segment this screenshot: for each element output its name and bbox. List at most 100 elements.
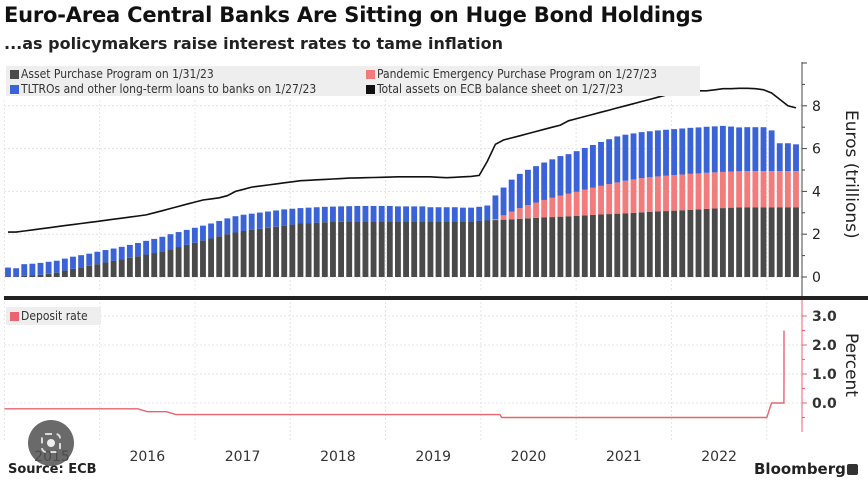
bar-tltro	[687, 127, 694, 174]
bar-tltro	[468, 207, 474, 222]
bar-tltro	[395, 206, 401, 222]
bar-pepp	[516, 208, 523, 219]
bar-app	[752, 207, 759, 277]
bar-app	[589, 214, 596, 277]
bar-tltro	[638, 132, 645, 179]
bar-pepp	[752, 171, 759, 208]
bar-app	[695, 209, 702, 277]
legend-label-deposit: Deposit rate	[21, 309, 88, 323]
bottom-legend	[6, 307, 101, 325]
bar-tltro	[573, 151, 580, 192]
bar-app	[70, 268, 76, 277]
bar-app	[37, 274, 44, 277]
bar-app	[768, 207, 775, 277]
bar-tltro	[386, 205, 393, 222]
bar-app	[118, 259, 125, 277]
bar-app	[598, 214, 604, 277]
bar-app	[638, 212, 645, 277]
bar-tltro	[460, 207, 466, 222]
x-tick-label: 2018	[320, 449, 356, 465]
bar-tltro	[78, 255, 85, 268]
bar-tltro	[313, 207, 320, 223]
bar-app	[102, 262, 109, 277]
bar-pepp	[638, 178, 645, 213]
bar-app	[330, 222, 336, 277]
bar-app	[21, 275, 28, 277]
legend-item-total: Total assets on ECB balance sheet on 1/2…	[366, 82, 623, 96]
bar-app	[175, 247, 182, 277]
bar-app	[793, 207, 799, 277]
bar-tltro	[484, 205, 491, 221]
bar-app	[411, 221, 418, 277]
bar-tltro	[70, 256, 76, 269]
bar-pepp	[630, 179, 637, 213]
bar-pepp	[695, 173, 702, 210]
bar-tltro	[297, 208, 304, 224]
legend-swatch-pepp	[366, 70, 375, 79]
bar-app	[94, 264, 101, 277]
bar-tltro	[598, 141, 604, 186]
bar-tltro	[135, 242, 141, 257]
bar-tltro	[589, 144, 596, 188]
bar-tltro	[13, 268, 20, 277]
bar-app	[728, 207, 734, 277]
bar-tltro	[427, 207, 434, 222]
bar-app	[61, 270, 68, 277]
bar-app	[468, 221, 474, 277]
bar-app	[671, 210, 678, 277]
bar-app	[216, 236, 223, 277]
bar-app	[86, 265, 93, 277]
bar-tltro	[411, 206, 418, 222]
bar-pepp	[573, 191, 580, 216]
legend-label-pepp: Pandemic Emergency Purchase Program on 1…	[377, 67, 657, 81]
bar-app	[191, 242, 198, 277]
bar-pepp	[744, 171, 751, 208]
bar-app	[346, 221, 353, 277]
bar-tltro	[784, 143, 791, 172]
bar-pepp	[793, 171, 799, 208]
y-tick-label-bottom: 1.0	[812, 367, 837, 383]
bar-tltro	[646, 131, 653, 178]
bar-pepp	[663, 175, 669, 212]
bar-app	[313, 222, 320, 277]
legend-item-deposit: Deposit rate	[10, 309, 88, 323]
line-deposit-rate	[4, 330, 785, 419]
bar-pepp	[492, 219, 499, 221]
bar-pepp	[500, 215, 507, 220]
bar-tltro	[516, 173, 523, 209]
bar-tltro	[354, 205, 361, 222]
bar-pepp	[719, 171, 726, 209]
bar-tltro	[338, 206, 344, 222]
bar-pepp	[646, 177, 653, 212]
bar-app	[663, 211, 669, 277]
bar-tltro	[565, 154, 572, 194]
bar-tltro	[541, 162, 548, 200]
bar-app	[126, 257, 133, 277]
bar-app	[281, 225, 288, 277]
bar-tltro	[175, 232, 182, 248]
bar-tltro	[451, 207, 458, 222]
bar-tltro	[224, 218, 231, 235]
bar-tltro	[118, 246, 125, 260]
bar-tltro	[581, 147, 588, 190]
legend-swatch-app	[10, 70, 19, 79]
x-tick-label: 2022	[701, 449, 737, 465]
bar-tltro	[232, 216, 239, 233]
bar-app	[622, 213, 629, 277]
y-tick-label-bottom: 3.0	[812, 309, 837, 325]
image-search-lens-icon[interactable]	[28, 420, 74, 466]
bar-tltro	[703, 126, 710, 173]
bar-app	[224, 234, 231, 277]
bar-app	[606, 214, 613, 277]
bar-app	[45, 273, 52, 277]
bar-app	[703, 208, 710, 277]
bar-app	[248, 229, 255, 277]
bar-tltro	[419, 206, 426, 222]
legend-item-app: Asset Purchase Program on 1/31/23	[10, 67, 214, 81]
bar-app	[492, 220, 499, 277]
x-tick-label: 2019	[415, 449, 451, 465]
bar-app	[232, 232, 239, 277]
y-tick-label-top: 6	[812, 142, 821, 158]
bar-pepp	[533, 202, 539, 218]
bar-tltro	[476, 206, 483, 221]
